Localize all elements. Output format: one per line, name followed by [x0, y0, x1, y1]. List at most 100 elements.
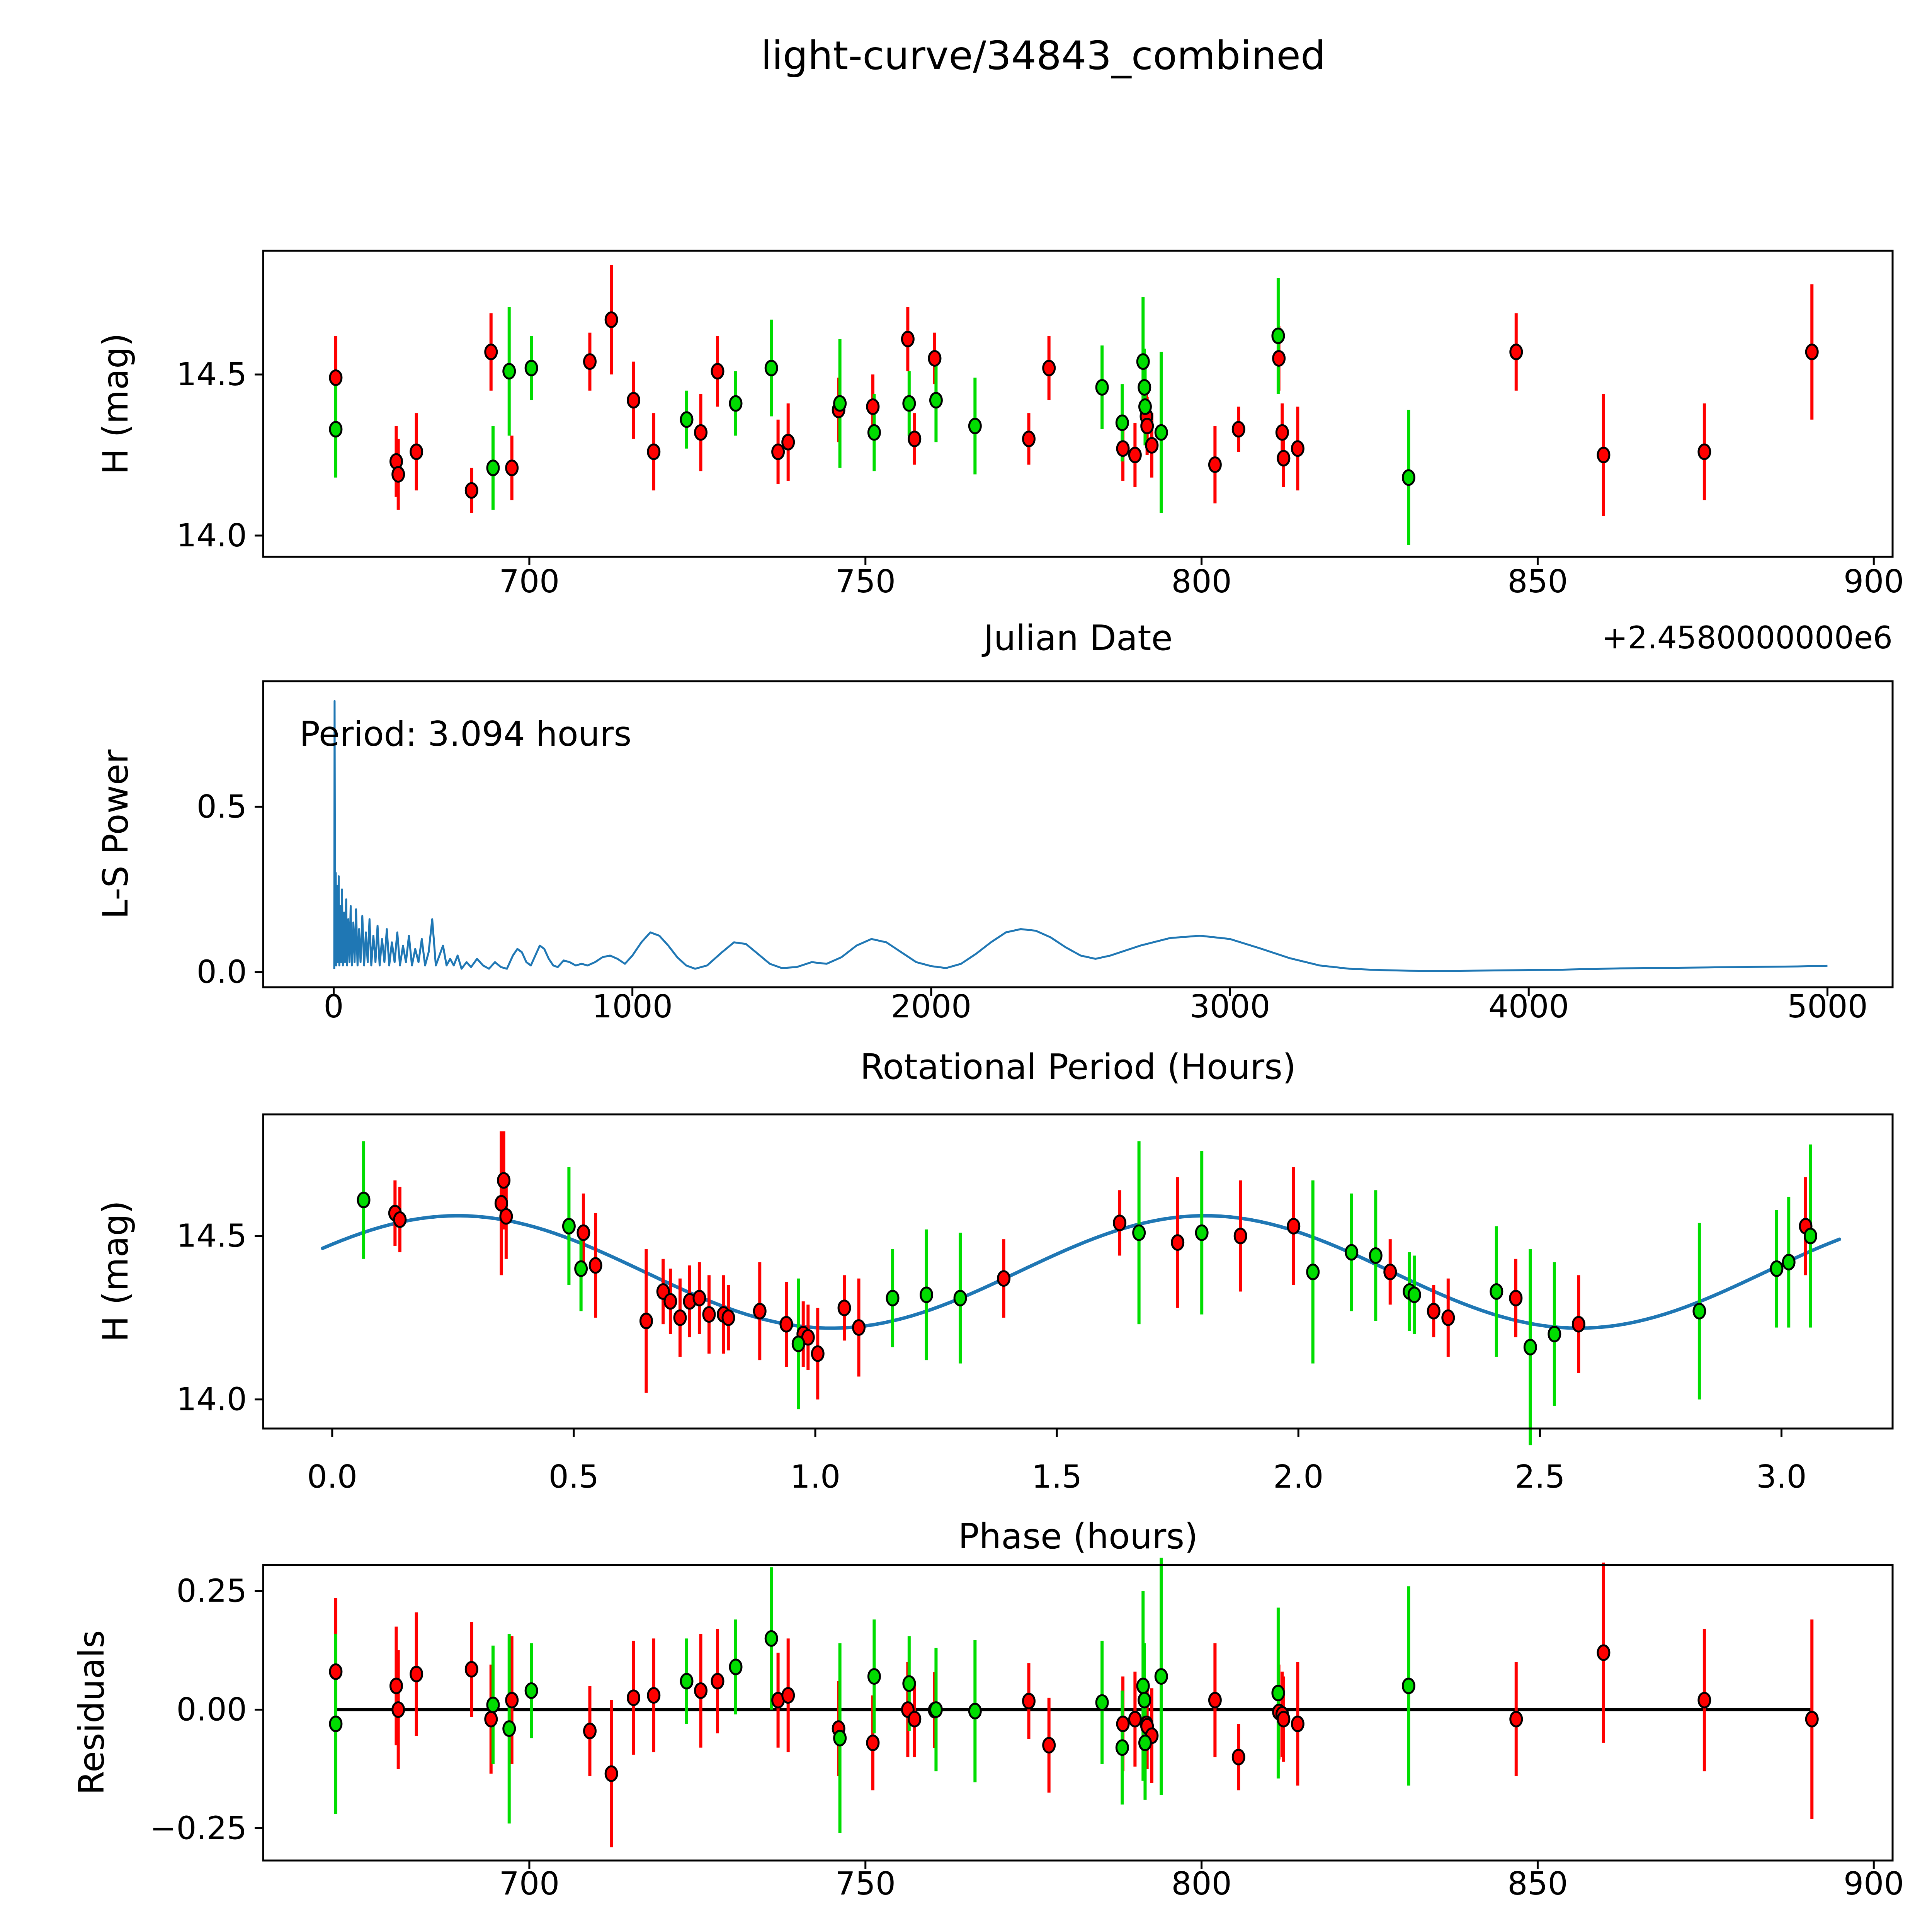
data-point-green — [680, 411, 694, 428]
axes-box — [262, 1564, 1894, 1862]
data-point-red — [1022, 1692, 1036, 1709]
x-tick-label: 700 — [499, 1866, 560, 1902]
panel-periodogram: 0 1000 2000 3000 4000 5000 0.0 0.5 — [197, 680, 1894, 1025]
axes-box — [262, 680, 1894, 988]
data-point-red — [711, 1673, 724, 1690]
x-tick-label: 850 — [1507, 1866, 1568, 1902]
x-tick-label: 750 — [835, 1866, 896, 1902]
data-point-red — [1022, 430, 1036, 447]
data-point-red — [604, 1765, 618, 1782]
x-tick-label: 1000 — [592, 988, 673, 1025]
data-point-red — [647, 443, 661, 460]
data-point-red — [721, 1309, 735, 1326]
data-point-red — [389, 1677, 403, 1694]
x-tick-label: 900 — [1844, 1866, 1904, 1902]
y-axis-label-periodogram: L-S Power — [95, 750, 136, 919]
data-point-green — [1132, 1224, 1146, 1241]
x-tick-label: 2.5 — [1515, 1459, 1565, 1495]
data-point-green — [867, 424, 881, 441]
data-point-red — [391, 466, 405, 483]
data-point-red — [1042, 1737, 1056, 1754]
data-point-green — [867, 1668, 881, 1685]
data-point-red — [639, 1313, 653, 1330]
y-tick-label: 14.5 — [176, 356, 247, 393]
data-point-red — [647, 1687, 661, 1704]
data-point-green — [953, 1289, 967, 1306]
data-point-red — [329, 369, 343, 386]
data-point-green — [329, 1715, 343, 1732]
data-point-red — [908, 430, 922, 447]
data-point-green — [729, 395, 743, 412]
data-point-red — [1231, 1748, 1245, 1765]
data-point-red — [497, 1172, 511, 1189]
data-point-green — [1548, 1326, 1561, 1343]
data-point-red — [1275, 424, 1289, 441]
data-point-green — [1138, 1734, 1152, 1751]
data-point-green — [1306, 1264, 1320, 1281]
data-point-red — [1597, 1644, 1611, 1661]
x-axis-label-phase: Phase (hours) — [958, 1516, 1198, 1557]
data-point-green — [524, 359, 538, 376]
data-point-green — [524, 1682, 538, 1699]
data-point-red — [711, 363, 724, 380]
data-point-green — [1138, 1692, 1151, 1709]
data-point-green — [502, 1720, 516, 1737]
data-point-green — [929, 1701, 943, 1718]
data-point-green — [1138, 379, 1151, 396]
figure-title: light-curve/34843_combined — [761, 33, 1326, 79]
data-point-red — [702, 1306, 716, 1323]
periodogram-line — [333, 700, 1828, 972]
data-point-red — [771, 443, 785, 460]
axes-box — [262, 250, 1894, 558]
data-point-red — [1441, 1309, 1455, 1326]
data-point-red — [901, 330, 915, 347]
data-point-red — [1805, 344, 1819, 361]
y-axis-label-raw: H (mag) — [95, 333, 136, 474]
data-point-red — [1805, 1711, 1819, 1728]
data-point-green — [1692, 1303, 1706, 1320]
data-point-red — [1697, 443, 1711, 460]
y-tick-label: −0.25 — [150, 1810, 247, 1847]
data-point-red — [1427, 1303, 1440, 1320]
data-point-red — [329, 1663, 343, 1680]
data-point-red — [464, 1661, 478, 1678]
data-point-red — [1116, 1715, 1130, 1732]
data-point-green — [1770, 1260, 1784, 1277]
y-tick-label: 0.00 — [176, 1692, 247, 1728]
x-axis-label-raw: Julian Date — [981, 618, 1173, 658]
data-point-green — [886, 1289, 900, 1306]
data-point-green — [833, 1730, 847, 1747]
data-point-green — [1136, 1677, 1150, 1694]
data-point-red — [837, 1299, 851, 1316]
data-point-red — [627, 392, 641, 409]
data-point-red — [604, 311, 618, 328]
data-point-green — [1271, 1685, 1285, 1702]
data-point-red — [1277, 1711, 1291, 1728]
data-point-green — [1195, 1224, 1209, 1241]
data-point-green — [1136, 353, 1150, 370]
data-point-green — [968, 1702, 982, 1719]
data-point-green — [486, 459, 500, 476]
data-point-red — [928, 350, 942, 367]
data-point-green — [486, 1696, 500, 1713]
data-point-green — [1369, 1247, 1383, 1264]
data-point-green — [1803, 1228, 1817, 1245]
data-point-red — [1509, 344, 1523, 361]
data-point-red — [1128, 447, 1142, 464]
data-point-red — [499, 1208, 513, 1225]
data-point-green — [1782, 1253, 1796, 1270]
data-point-red — [1113, 1214, 1127, 1231]
data-point-red — [484, 1711, 498, 1728]
x-tick-label: 750 — [835, 563, 896, 600]
data-point-green — [1115, 414, 1129, 431]
y-tick-label: 14.0 — [176, 1381, 247, 1418]
panel-phase-folded: 0.0 0.5 1.0 1.5 2.0 2.5 3.0 14.0 14.5 — [176, 1113, 1894, 1495]
data-point-green — [833, 395, 847, 412]
x-tick-label: 700 — [499, 563, 560, 600]
data-point-green — [902, 1675, 916, 1692]
x-tick-label: 2.0 — [1273, 1459, 1323, 1495]
x-tick-label: 0 — [323, 988, 344, 1025]
axes-box — [262, 1113, 1894, 1430]
x-tick-label: 3.0 — [1756, 1459, 1806, 1495]
data-point-red — [484, 344, 498, 361]
